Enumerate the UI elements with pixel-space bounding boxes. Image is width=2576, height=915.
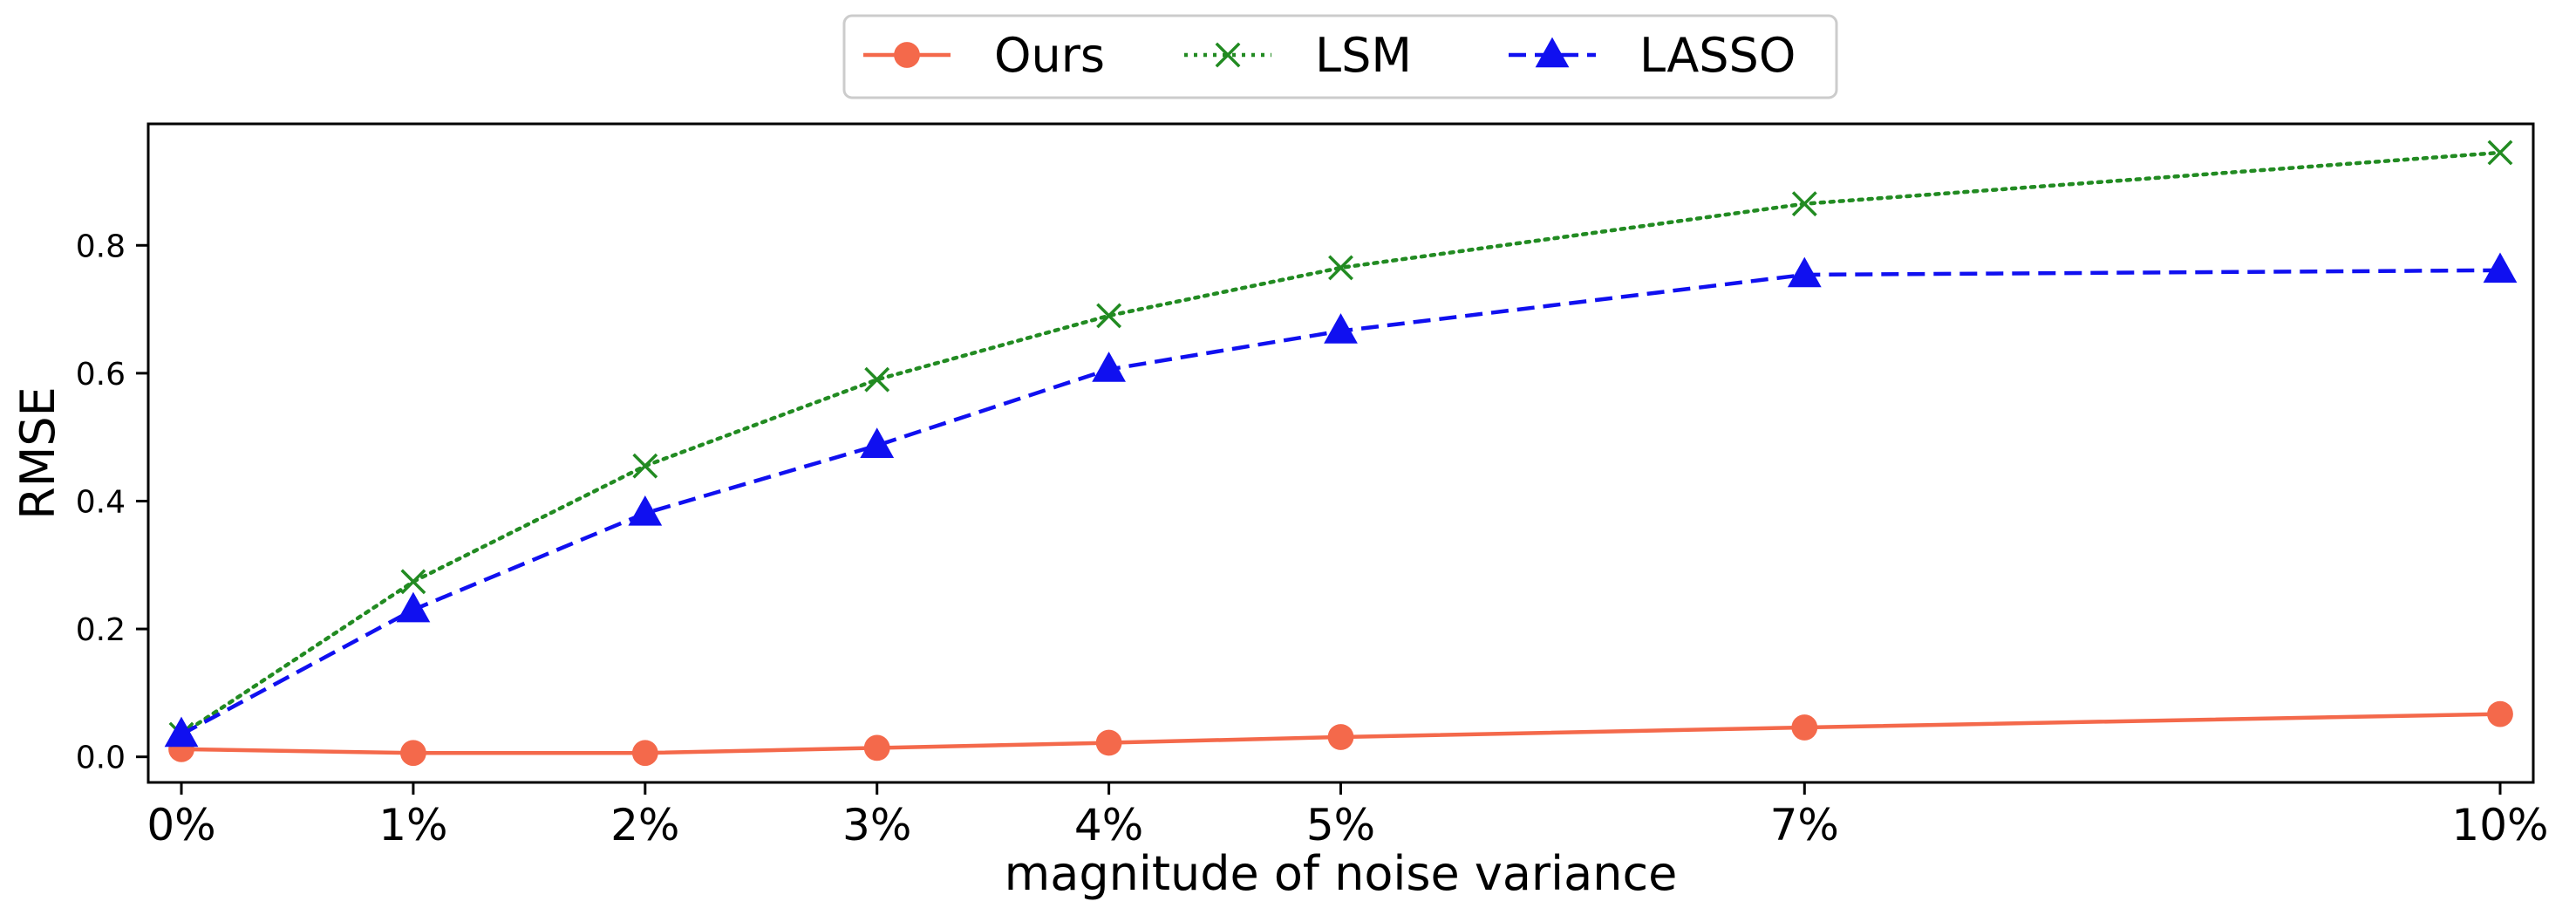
data-point-lsm — [1096, 303, 1122, 329]
legend-label: Ours — [994, 28, 1105, 83]
y-tick-label: 0.6 — [76, 357, 126, 393]
legend-label: LASSO — [1639, 28, 1796, 83]
data-point-lsm — [1328, 255, 1353, 281]
legend-item-lasso[interactable]: LASSO — [1509, 28, 1796, 83]
x-tick-label: 5% — [1306, 800, 1375, 850]
y-axis-label: RMSE — [10, 386, 65, 520]
y-tick-label: 0.8 — [76, 229, 126, 264]
data-point-lsm — [632, 453, 658, 479]
legend-item-lsm[interactable]: LSM — [1184, 28, 1412, 83]
x-tick-label: 2% — [610, 800, 679, 850]
data-point-lasso — [396, 591, 431, 623]
data-point-ours — [400, 740, 426, 767]
data-point-lasso — [628, 495, 663, 526]
x-axis: 0% 1% 2% 3% 4% 5% 7% 10% — [147, 782, 2549, 850]
legend-marker — [894, 42, 920, 68]
series-line-lsm — [179, 150, 2503, 737]
data-point-ours — [1095, 729, 1122, 756]
data-point-ours — [2487, 700, 2513, 727]
y-tick-label: 0.2 — [76, 612, 126, 648]
x-axis-label: magnitude of noise variance — [1005, 846, 1678, 901]
y-tick-label: 0.0 — [76, 741, 126, 776]
series-lasso — [164, 252, 2518, 748]
x-tick-label: 7% — [1770, 800, 1839, 850]
series-lsm — [168, 140, 2513, 748]
data-point-lasso — [860, 427, 895, 458]
data-point-lasso — [164, 716, 199, 748]
x-tick-label: 0% — [147, 800, 215, 850]
data-point-lsm — [1791, 191, 1817, 217]
data-point-lsm — [400, 569, 426, 595]
legend-box — [842, 14, 1838, 99]
data-point-lasso — [2483, 252, 2518, 283]
data-point-lasso — [1787, 256, 1822, 288]
data-point-lasso — [1324, 313, 1358, 344]
x-tick-label: 3% — [842, 800, 911, 850]
legend-item-ours[interactable]: Ours — [863, 28, 1105, 83]
legend[interactable]: Ours LSM LASSO — [842, 14, 1838, 99]
x-tick-label: 4% — [1074, 800, 1143, 850]
data-point-ours — [631, 740, 658, 767]
series-ours — [168, 700, 2513, 767]
y-tick-label: 0.4 — [76, 484, 126, 520]
legend-marker — [1215, 42, 1241, 68]
legend-label: LSM — [1315, 28, 1412, 83]
legend-marker — [1535, 37, 1570, 68]
plot-area — [164, 140, 2518, 767]
data-point-ours — [1327, 724, 1354, 750]
data-point-ours — [863, 734, 890, 761]
series-line-lasso — [180, 268, 2501, 737]
data-point-ours — [1791, 714, 1818, 741]
data-point-lsm — [864, 366, 890, 393]
y-axis: 0.0 0.2 0.4 0.6 0.8 — [76, 229, 148, 776]
series-line-ours — [181, 712, 2501, 755]
x-tick-label: 1% — [378, 800, 447, 850]
x-tick-label: 10% — [2451, 800, 2548, 850]
data-point-lasso — [1092, 352, 1126, 382]
data-point-lsm — [2487, 140, 2513, 166]
